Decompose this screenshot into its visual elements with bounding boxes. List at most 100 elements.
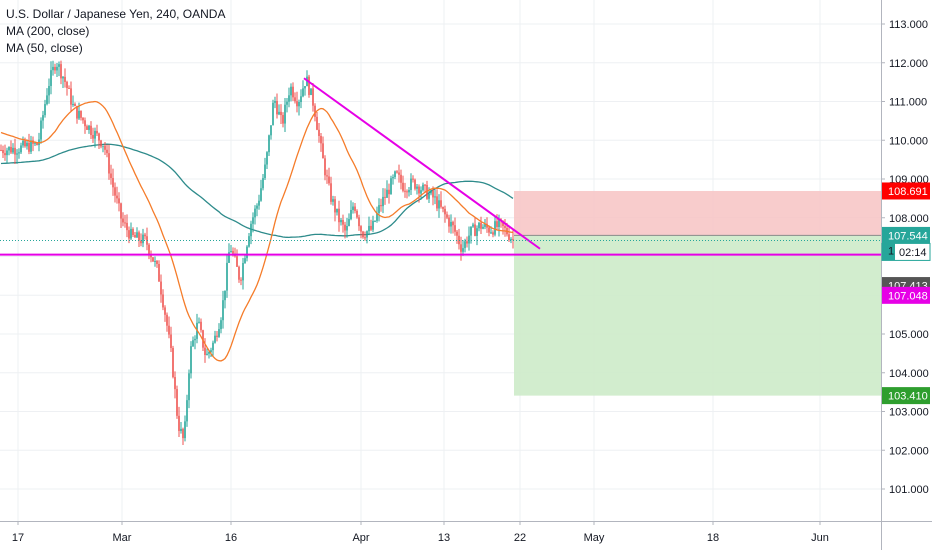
ma200-line[interactable] xyxy=(0,143,514,239)
candle-body[interactable] xyxy=(496,221,498,227)
candle-body[interactable] xyxy=(228,252,230,263)
candle-body[interactable] xyxy=(198,321,200,323)
candle-body[interactable] xyxy=(136,232,138,238)
candle-body[interactable] xyxy=(112,178,114,188)
candle-body[interactable] xyxy=(254,208,256,218)
candle-body[interactable] xyxy=(402,182,404,191)
candle-body[interactable] xyxy=(142,234,144,244)
candle-body[interactable] xyxy=(504,226,506,228)
take-profit-zone[interactable] xyxy=(514,235,881,396)
candle-body[interactable] xyxy=(294,97,296,102)
candle-body[interactable] xyxy=(58,64,60,67)
candle-body[interactable] xyxy=(16,153,18,155)
candle-body[interactable] xyxy=(476,228,478,236)
candle-body[interactable] xyxy=(446,214,448,218)
candle-body[interactable] xyxy=(122,218,124,223)
candle-body[interactable] xyxy=(454,225,456,232)
candle-body[interactable] xyxy=(322,143,324,159)
candle-body[interactable] xyxy=(192,340,194,347)
candle-body[interactable] xyxy=(4,153,6,156)
candle-body[interactable] xyxy=(236,256,238,267)
candle-body[interactable] xyxy=(440,200,442,207)
candle-body[interactable] xyxy=(464,241,466,249)
candle-body[interactable] xyxy=(68,87,70,89)
candle-body[interactable] xyxy=(300,96,302,103)
candle-body[interactable] xyxy=(308,76,310,95)
candle-body[interactable] xyxy=(72,103,74,105)
candle-body[interactable] xyxy=(128,230,130,239)
candle-body[interactable] xyxy=(166,314,168,326)
ma50-path[interactable] xyxy=(0,100,514,362)
candle-body[interactable] xyxy=(244,258,246,264)
candle-body[interactable] xyxy=(410,178,412,190)
candle-body[interactable] xyxy=(124,222,126,224)
ma50-line[interactable] xyxy=(0,100,514,362)
candle-body[interactable] xyxy=(292,86,294,98)
candle-body[interactable] xyxy=(76,105,78,119)
candle-body[interactable] xyxy=(206,353,208,355)
candle-body[interactable] xyxy=(168,325,170,335)
candle-body[interactable] xyxy=(290,86,292,96)
candle-body[interactable] xyxy=(148,244,150,255)
candle-body[interactable] xyxy=(480,222,482,229)
candle-body[interactable] xyxy=(102,145,104,147)
price-axis[interactable]: 113.000112.000111.000110.000109.000108.0… xyxy=(881,0,932,550)
candle-body[interactable] xyxy=(466,241,468,244)
candle-body[interactable] xyxy=(78,110,80,119)
candle-body[interactable] xyxy=(468,235,470,244)
candle-body[interactable] xyxy=(264,164,266,179)
candle-body[interactable] xyxy=(98,133,100,141)
candle-body[interactable] xyxy=(304,86,306,89)
candle-body[interactable] xyxy=(312,88,314,106)
candle-body[interactable] xyxy=(172,347,174,378)
candle-body[interactable] xyxy=(22,140,24,146)
candle-body[interactable] xyxy=(384,196,386,198)
candle-body[interactable] xyxy=(116,195,118,199)
candle-body[interactable] xyxy=(462,248,464,252)
candle-body[interactable] xyxy=(398,172,400,175)
candle-body[interactable] xyxy=(74,103,76,106)
candle-body[interactable] xyxy=(302,88,304,97)
candle-body[interactable] xyxy=(62,76,64,79)
candle-body[interactable] xyxy=(380,205,382,207)
candle-body[interactable] xyxy=(132,228,134,236)
candle-body[interactable] xyxy=(272,102,274,126)
candle-body[interactable] xyxy=(162,294,164,308)
candle-body[interactable] xyxy=(354,206,356,211)
candle-body[interactable] xyxy=(86,126,88,130)
candle-body[interactable] xyxy=(218,329,220,337)
candle-body[interactable] xyxy=(240,279,242,281)
candle-body[interactable] xyxy=(358,217,360,227)
time-axis[interactable]: 17 Mar 16 Apr 13 22 May 18 Jun xyxy=(0,521,932,550)
candle-body[interactable] xyxy=(412,178,414,180)
candle-body[interactable] xyxy=(386,189,388,198)
candle-body[interactable] xyxy=(106,149,108,154)
candle-body[interactable] xyxy=(174,377,176,390)
candle-body[interactable] xyxy=(424,184,426,186)
candle-body[interactable] xyxy=(156,260,158,264)
candle-body[interactable] xyxy=(212,342,214,351)
candle-body[interactable] xyxy=(406,191,408,193)
candle-body[interactable] xyxy=(222,300,224,321)
candle-body[interactable] xyxy=(400,174,402,183)
drawings[interactable] xyxy=(0,77,881,256)
candle-body[interactable] xyxy=(432,190,434,198)
candle-body[interactable] xyxy=(408,189,410,193)
candle-body[interactable] xyxy=(56,66,58,71)
candle-body[interactable] xyxy=(204,347,206,355)
candle-body[interactable] xyxy=(34,142,36,144)
candle-body[interactable] xyxy=(280,111,282,116)
candle-body[interactable] xyxy=(54,66,56,71)
candle-body[interactable] xyxy=(274,101,276,103)
candle-body[interactable] xyxy=(296,101,298,107)
candle-body[interactable] xyxy=(52,66,54,71)
candle-body[interactable] xyxy=(372,220,374,230)
candle-body[interactable] xyxy=(242,263,244,281)
candle-body[interactable] xyxy=(490,232,492,234)
candle-body[interactable] xyxy=(248,236,250,247)
candle-body[interactable] xyxy=(324,158,326,176)
candle-body[interactable] xyxy=(336,208,338,213)
candle-body[interactable] xyxy=(246,246,248,259)
candle-body[interactable] xyxy=(266,152,268,165)
